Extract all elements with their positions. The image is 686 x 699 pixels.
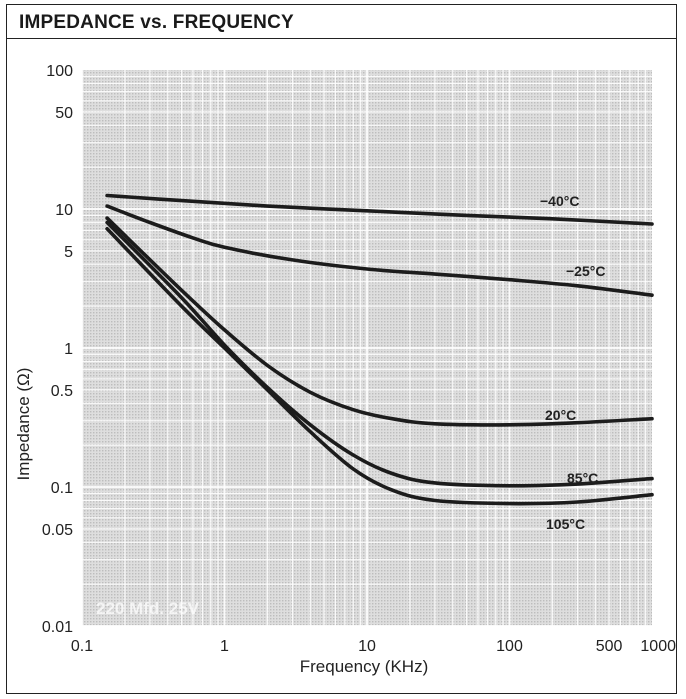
curve-series-1 xyxy=(105,193,654,226)
curve-series-4 xyxy=(105,220,654,488)
y-tick-label: 100 xyxy=(46,63,73,80)
x-tick-label: 1 xyxy=(220,638,229,655)
y-tick-label: 0.1 xyxy=(51,480,73,497)
y-tick-label: 5 xyxy=(64,244,73,261)
y-tick-label: 0.05 xyxy=(42,522,73,539)
curve-series-5 xyxy=(105,227,654,506)
title-bar: IMPEDANCE vs. FREQUENCY xyxy=(7,5,676,39)
curve-label: 20°C xyxy=(545,407,576,423)
curve-series-2 xyxy=(105,204,654,297)
curve-labels: −40°C −25°C 20°C 85°C 105°C xyxy=(540,193,605,532)
watermark: 220 Mfd. 25V xyxy=(96,599,200,618)
y-axis-label: Impedance (Ω) xyxy=(14,368,33,481)
y-tick-label: 50 xyxy=(55,105,73,122)
grid xyxy=(81,70,652,627)
curve-label: −25°C xyxy=(566,263,605,279)
x-tick-label: 500 xyxy=(596,638,623,655)
x-tick-label: 0.1 xyxy=(71,638,93,655)
x-tick-label: 10 xyxy=(358,638,376,655)
curves xyxy=(105,193,654,506)
curve-series-3 xyxy=(105,216,654,427)
curve-label: −40°C xyxy=(540,193,579,209)
x-tick-label: 1000 xyxy=(640,638,676,655)
x-tick-label: 100 xyxy=(496,638,523,655)
curve-label: 105°C xyxy=(546,516,585,532)
x-axis-label: Frequency (KHz) xyxy=(300,657,428,676)
y-tick-label: 1 xyxy=(64,341,73,358)
y-tick-label: 0.5 xyxy=(51,383,73,400)
y-tick-labels: 0.01 0.05 0.1 0.5 1 5 10 50 100 xyxy=(42,63,73,636)
curve-label: 85°C xyxy=(567,470,598,486)
x-tick-labels: 0.1 1 10 100 500 1000 xyxy=(71,638,676,655)
y-tick-label: 10 xyxy=(55,202,73,219)
chart-title: IMPEDANCE vs. FREQUENCY xyxy=(19,12,294,33)
y-tick-label: 0.01 xyxy=(42,619,73,636)
